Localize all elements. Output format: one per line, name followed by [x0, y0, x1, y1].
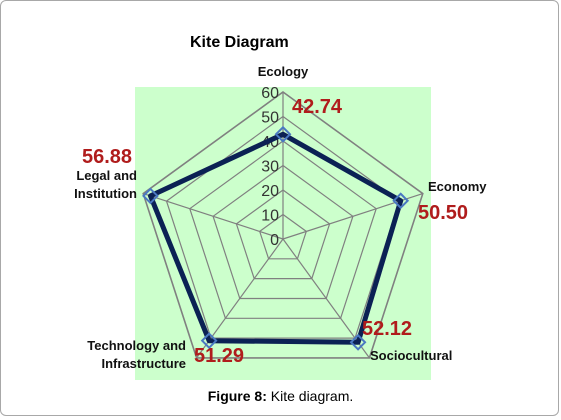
radar-grid — [142, 91, 424, 359]
caption-text: Kite diagram. — [266, 388, 354, 404]
series-line — [148, 131, 404, 345]
value-labels: 42.74 50.50 52.12 51.29 56.88 — [82, 96, 468, 367]
data-value-label: 51.29 — [194, 345, 244, 367]
axis-spoke — [143, 193, 284, 240]
axis-labels: Ecology Economy Sociocultural Technology an… — [74, 64, 487, 371]
axis-label: Economy — [428, 179, 487, 194]
data-point-marker — [142, 187, 159, 205]
axis-label: Legal and Institution — [74, 168, 137, 201]
grid-ring — [189, 140, 377, 319]
axis-label-line: Legal and — [76, 168, 137, 183]
series-layer — [142, 125, 410, 351]
grid-ring — [235, 189, 331, 280]
grid-ring — [212, 164, 354, 300]
data-point-marker — [200, 332, 218, 350]
axis-label: Sociocultural — [370, 348, 452, 363]
tick-label: 0 — [270, 232, 279, 249]
data-point-marker — [392, 192, 410, 210]
grid-ring — [258, 213, 308, 260]
caption-label: Figure 8: — [207, 388, 267, 404]
axis-label-line: Institution — [74, 186, 137, 201]
axis-label-line: Infrastructure — [101, 356, 186, 371]
data-point-marker — [349, 333, 367, 351]
figure-caption: Figure 8: Kite diagram. — [0, 388, 561, 404]
tick-label: 50 — [261, 110, 279, 127]
data-value-label: 56.88 — [82, 146, 132, 168]
axis-label-line: Technology and — [87, 338, 186, 353]
axis-spoke — [196, 238, 284, 359]
tick-label: 60 — [261, 85, 279, 102]
chart-title: Kite Diagram — [190, 34, 289, 51]
axis-label-line: Economy — [428, 179, 487, 194]
axis-label: Ecology — [258, 64, 309, 79]
data-value-label: 50.50 — [418, 202, 468, 224]
data-value-label: 52.12 — [362, 318, 412, 340]
axis-label-line: Sociocultural — [370, 348, 452, 363]
data-point-marker — [274, 125, 292, 143]
axis-label: Technology and Infrastructure — [87, 338, 186, 371]
axis-label-line: Ecology — [258, 64, 309, 79]
tick-label: 10 — [261, 208, 279, 225]
tick-label: 20 — [261, 183, 279, 200]
tick-label: 30 — [261, 159, 279, 176]
data-value-label: 42.74 — [292, 96, 343, 118]
grid-ring — [142, 91, 424, 359]
